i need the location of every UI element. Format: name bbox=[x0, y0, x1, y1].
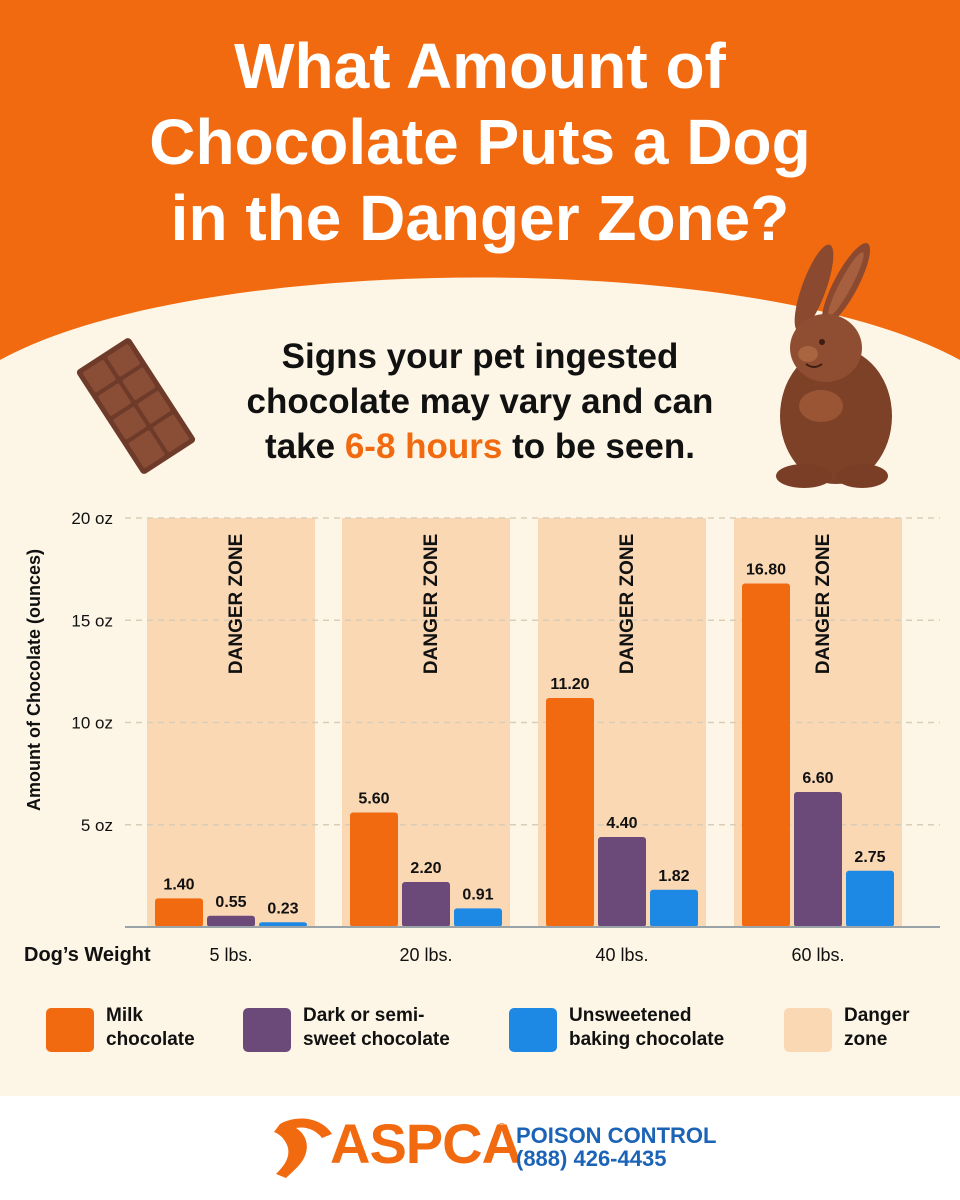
x-axis-title: Dog’s Weight bbox=[24, 944, 151, 966]
y-tick-label: 20 oz bbox=[71, 509, 113, 528]
bar-value-label: 0.23 bbox=[267, 900, 298, 917]
bar-2-3 bbox=[846, 870, 894, 927]
page-title: What Amount of Chocolate Puts a Dog in t… bbox=[0, 28, 960, 256]
x-tick-label: 5 lbs. bbox=[209, 945, 252, 965]
legend-label-milk: Milk chocolate bbox=[106, 1004, 195, 1052]
bar-chart: 5 oz 10 oz 15 oz 20 oz DANGER ZONE DANGER ZON… bbox=[24, 509, 940, 966]
legend-item-baking: Unsweetened baking chocolate bbox=[509, 1004, 724, 1052]
danger-zone-label: DANGER ZONE bbox=[813, 534, 834, 674]
bar-0-1 bbox=[350, 812, 398, 927]
legend-text-danger-2: zone bbox=[844, 1029, 888, 1050]
legend-text-milk-1: Milk bbox=[106, 1005, 143, 1026]
legend-item-milk: Milk chocolate bbox=[46, 1004, 195, 1052]
legend-item-dark: Dark or semi- sweet chocolate bbox=[243, 1004, 450, 1052]
title-line-2: Chocolate Puts a Dog bbox=[149, 106, 811, 178]
bar-value-label: 16.80 bbox=[746, 561, 786, 578]
danger-zone-label: DANGER ZONE bbox=[421, 534, 442, 674]
intro-highlight: 6-8 hours bbox=[344, 427, 503, 466]
bar-1-0 bbox=[207, 915, 255, 927]
intro-line-3: take 6-8 hours to be seen. bbox=[190, 424, 770, 469]
bar-2-0 bbox=[259, 922, 307, 927]
bar-value-label: 1.82 bbox=[658, 868, 689, 885]
legend-swatch-baking bbox=[509, 1008, 557, 1052]
y-tick-label: 5 oz bbox=[81, 816, 113, 835]
x-tick-label: 40 lbs. bbox=[595, 945, 648, 965]
y-axis-title: Amount of Chocolate (ounces) bbox=[24, 549, 44, 811]
y-tick-label: 10 oz bbox=[71, 714, 113, 733]
intro-line-1: Signs your pet ingested bbox=[281, 337, 679, 376]
danger-zone-label: DANGER ZONE bbox=[617, 534, 638, 674]
poison-control-info: POISON CONTROL (888) 426-4435 bbox=[516, 1124, 716, 1170]
legend-swatch-dark bbox=[243, 1008, 291, 1052]
bar-value-label: 0.91 bbox=[462, 886, 493, 903]
bar-1-3 bbox=[794, 792, 842, 927]
bar-2-1 bbox=[454, 908, 502, 927]
chocolate-bar-icon bbox=[76, 338, 196, 474]
bar-value-label: 0.55 bbox=[215, 894, 246, 911]
y-tick-label: 15 oz bbox=[71, 611, 113, 630]
legend-text-milk-2: chocolate bbox=[106, 1029, 195, 1050]
legend-swatch-milk bbox=[46, 1008, 94, 1052]
intro-text: Signs your pet ingested chocolate may va… bbox=[190, 334, 770, 469]
danger-zone-label: DANGER ZONE bbox=[226, 534, 247, 674]
bar-1-2 bbox=[598, 837, 646, 927]
chart-legend: Milk chocolate Dark or semi- sweet choco… bbox=[0, 1004, 960, 1074]
x-tick-label: 20 lbs. bbox=[399, 945, 452, 965]
legend-text-baking-2: baking chocolate bbox=[569, 1029, 725, 1050]
legend-item-danger: Danger zone bbox=[784, 1004, 909, 1052]
bar-value-label: 11.20 bbox=[550, 676, 589, 693]
bar-0-2 bbox=[546, 697, 594, 927]
bar-0-3 bbox=[742, 583, 790, 927]
x-tick-label: 60 lbs. bbox=[791, 945, 844, 965]
bar-0-0 bbox=[155, 898, 203, 927]
bar-1-1 bbox=[402, 882, 450, 927]
bar-value-label: 1.40 bbox=[163, 876, 194, 893]
bar-value-label: 2.20 bbox=[410, 860, 441, 877]
legend-swatch-danger bbox=[784, 1008, 832, 1052]
service-name: POISON CONTROL bbox=[516, 1123, 717, 1148]
legend-text-dark-1: Dark or semi- bbox=[303, 1005, 425, 1026]
title-line-1: What Amount of bbox=[234, 30, 726, 102]
legend-label-baking: Unsweetened baking chocolate bbox=[569, 1004, 724, 1052]
bar-value-label: 5.60 bbox=[358, 790, 389, 807]
legend-label-danger: Danger zone bbox=[844, 1004, 909, 1052]
legend-label-dark: Dark or semi- sweet chocolate bbox=[303, 1004, 450, 1052]
trademark: ® bbox=[498, 1122, 506, 1133]
bar-value-label: 4.40 bbox=[606, 815, 637, 832]
legend-text-danger-1: Danger bbox=[844, 1005, 910, 1026]
intro-line-2: chocolate may vary and can bbox=[246, 382, 714, 421]
bar-value-label: 6.60 bbox=[802, 770, 833, 787]
phone-number[interactable]: (888) 426-4435 bbox=[516, 1146, 667, 1171]
intro-line-3-end: to be seen. bbox=[502, 427, 695, 466]
aspca-logo-icon bbox=[274, 1118, 332, 1178]
footer: ASPCA ® POISON CONTROL (888) 426-4435 bbox=[0, 1096, 960, 1200]
legend-text-baking-1: Unsweetened bbox=[569, 1005, 692, 1026]
legend-text-dark-2: sweet chocolate bbox=[303, 1029, 450, 1050]
header-band bbox=[0, 0, 960, 360]
bar-value-label: 2.75 bbox=[854, 849, 885, 866]
title-line-3: in the Danger Zone? bbox=[170, 182, 790, 254]
intro-line-3-start: take bbox=[265, 427, 345, 466]
bar-2-2 bbox=[650, 889, 698, 927]
brand-name: ASPCA bbox=[330, 1112, 522, 1175]
chocolate-bunny-icon bbox=[776, 242, 892, 488]
